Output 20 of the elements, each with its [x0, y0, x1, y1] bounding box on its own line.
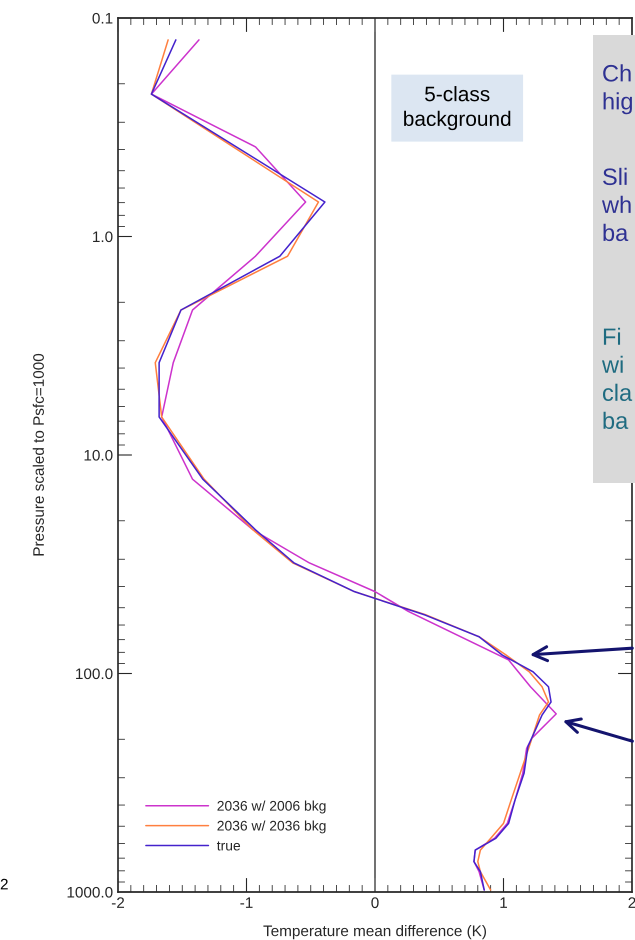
x-tick-label: -2 — [112, 897, 124, 908]
legend-label: 2036 w/ 2036 bkg — [217, 820, 326, 834]
y-tick-label: 1.0 — [93, 231, 113, 242]
y-tick-label: 1000.0 — [68, 886, 113, 898]
y-tick-label: 100.0 — [76, 668, 113, 680]
x-tick-label: -1 — [240, 897, 253, 908]
y-tick-label: 10.0 — [84, 450, 113, 461]
x-axis-title: Temperature mean difference (K) — [263, 924, 486, 940]
annotation: Fi wi cla ba — [602, 328, 632, 430]
legend-label: 2036 w/ 2006 bkg — [217, 800, 326, 814]
x-tick-label: 1 — [500, 897, 508, 908]
x-tick-label: 0 — [371, 897, 379, 908]
x-tick-label: 2 — [628, 897, 635, 908]
y-tick-label: 0.1 — [92, 12, 112, 24]
annotation: 5-class background — [404, 86, 510, 130]
y-axis-title: Pressure scaled to Psfc=1000 — [32, 354, 44, 556]
annotation: Ch hig — [603, 64, 632, 114]
text: 2 — [0, 878, 8, 890]
legend-label: true — [216, 841, 240, 851]
annotation: Sli wh ba — [602, 168, 631, 242]
